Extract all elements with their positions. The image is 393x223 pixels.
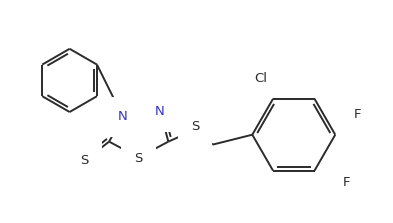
Text: N: N — [118, 110, 128, 124]
Text: S: S — [191, 120, 199, 133]
Text: S: S — [134, 152, 143, 165]
Text: Cl: Cl — [255, 72, 268, 85]
Text: F: F — [354, 108, 362, 122]
Text: S: S — [80, 154, 88, 167]
Text: N: N — [154, 105, 164, 118]
Text: F: F — [342, 176, 350, 189]
